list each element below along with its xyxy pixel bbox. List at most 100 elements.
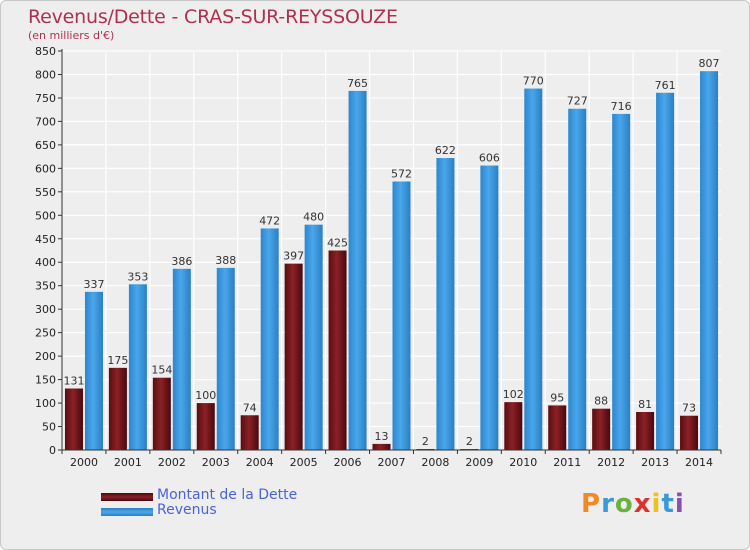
x-tick-label-2003: 2003 xyxy=(202,456,230,469)
y-tick-label: 600 xyxy=(35,162,56,175)
value-label-revenus-2014: 807 xyxy=(699,57,720,70)
bar-dette-2001 xyxy=(108,367,127,450)
y-tick-label: 850 xyxy=(35,45,56,58)
value-label-dette-2002: 154 xyxy=(151,364,172,377)
y-tick-label: 100 xyxy=(35,397,56,410)
value-label-dette-2010: 102 xyxy=(503,388,524,401)
axes: 0 50 100 150 200 250 300 350 400 450 500 550 600 650 7… xyxy=(35,45,722,469)
bar-revenus-2008 xyxy=(436,158,455,450)
value-label-dette-2005: 397 xyxy=(283,250,304,263)
value-label-revenus-2013: 761 xyxy=(655,79,676,92)
bar-dette-2004 xyxy=(240,415,259,450)
x-tick-label-2014: 2014 xyxy=(685,456,713,469)
bar-revenus-2002 xyxy=(172,268,191,450)
bar-dette-2006 xyxy=(328,250,347,450)
value-label-revenus-2008: 622 xyxy=(435,144,456,157)
y-tick-label: 500 xyxy=(35,209,56,222)
bar-dette-2012 xyxy=(592,408,611,450)
y-tick-label: 350 xyxy=(35,280,56,293)
bar-dette-2011 xyxy=(548,405,567,450)
legend-swatch-revenus xyxy=(101,508,153,516)
legend-label-dette: Montant de la Dette xyxy=(157,487,298,503)
value-label-dette-2006: 425 xyxy=(327,237,348,250)
bar-revenus-2012 xyxy=(612,113,631,450)
y-tick-label: 800 xyxy=(35,68,56,81)
x-tick-label-2008: 2008 xyxy=(421,456,449,469)
y-tick-label: 300 xyxy=(35,303,56,316)
x-tick-label-2001: 2001 xyxy=(114,456,142,469)
value-label-revenus-2000: 337 xyxy=(83,278,104,291)
bar-revenus-2006 xyxy=(348,90,367,451)
value-label-revenus-2009: 606 xyxy=(479,152,500,165)
y-tick-label: 0 xyxy=(49,444,56,457)
y-tick-label: 250 xyxy=(35,327,56,340)
bars xyxy=(64,71,719,451)
value-label-dette-2012: 88 xyxy=(594,395,608,408)
x-tick-label-2011: 2011 xyxy=(553,456,581,469)
bar-dette-2007 xyxy=(372,443,391,450)
y-tick-label: 150 xyxy=(35,374,56,387)
x-tick-label-2009: 2009 xyxy=(465,456,493,469)
value-label-revenus-2005: 480 xyxy=(303,211,324,224)
bar-dette-2010 xyxy=(504,402,523,450)
y-tick-label: 50 xyxy=(42,421,56,434)
x-tick-label-2007: 2007 xyxy=(378,456,406,469)
bar-revenus-2009 xyxy=(480,165,499,450)
value-label-dette-2007: 13 xyxy=(375,430,389,443)
logo-letter: x xyxy=(633,489,652,519)
bar-revenus-2001 xyxy=(128,284,147,450)
legend-swatch-dette xyxy=(101,493,153,501)
bar-revenus-2014 xyxy=(700,71,719,451)
value-label-dette-2011: 95 xyxy=(550,391,564,404)
value-label-dette-2000: 131 xyxy=(63,375,84,388)
logo-letter: r xyxy=(601,489,615,519)
chart-subtitle: (en milliers d'€) xyxy=(28,29,115,42)
value-label-revenus-2002: 386 xyxy=(171,255,192,268)
bar-dette-2002 xyxy=(152,377,171,450)
value-label-dette-2004: 74 xyxy=(243,401,257,414)
logo-letter: i xyxy=(674,489,685,519)
y-tick-label: 550 xyxy=(35,186,56,199)
chart-title: Revenus/Dette - CRAS-SUR-REYSSOUZE xyxy=(28,6,398,28)
y-tick-label: 400 xyxy=(35,256,56,269)
logo-letter: P xyxy=(581,489,602,519)
y-tick-label: 700 xyxy=(35,115,56,128)
value-label-revenus-2007: 572 xyxy=(391,167,412,180)
value-label-dette-2013: 81 xyxy=(638,398,652,411)
logo-letter: t xyxy=(661,489,675,519)
value-label-dette-2009: 2 xyxy=(466,435,473,448)
value-label-revenus-2004: 472 xyxy=(259,214,280,227)
bar-revenus-2007 xyxy=(392,181,411,451)
value-label-dette-2014: 73 xyxy=(682,402,696,415)
y-tick-label: 750 xyxy=(35,92,56,105)
bar-revenus-2011 xyxy=(568,108,587,451)
bar-revenus-2013 xyxy=(656,92,675,450)
bar-dette-2005 xyxy=(284,263,303,450)
x-tick-label-2006: 2006 xyxy=(334,456,362,469)
x-tick-label-2013: 2013 xyxy=(641,456,669,469)
x-tick-label-2010: 2010 xyxy=(509,456,537,469)
x-tick-label-2012: 2012 xyxy=(597,456,625,469)
bar-revenus-2010 xyxy=(524,88,543,450)
legend-label-revenus: Revenus xyxy=(157,502,217,518)
y-tick-label: 650 xyxy=(35,139,56,152)
proxiti-logo: Proxiti xyxy=(581,489,685,519)
value-label-revenus-2010: 770 xyxy=(523,75,544,88)
bar-revenus-2005 xyxy=(304,224,323,450)
value-label-revenus-2001: 353 xyxy=(127,270,148,283)
logo-letter: o xyxy=(614,489,634,519)
x-tick-label-2000: 2000 xyxy=(70,456,98,469)
value-label-dette-2001: 175 xyxy=(107,354,128,367)
grid-lines xyxy=(62,50,721,450)
x-tick-label-2002: 2002 xyxy=(158,456,186,469)
bar-revenus-2000 xyxy=(84,291,103,450)
bar-dette-2003 xyxy=(196,403,215,450)
logo-letter: i xyxy=(651,489,662,519)
bar-revenus-2004 xyxy=(260,228,279,450)
y-tick-label: 450 xyxy=(35,233,56,246)
x-tick-label-2004: 2004 xyxy=(246,456,274,469)
bar-dette-2000 xyxy=(64,388,83,450)
